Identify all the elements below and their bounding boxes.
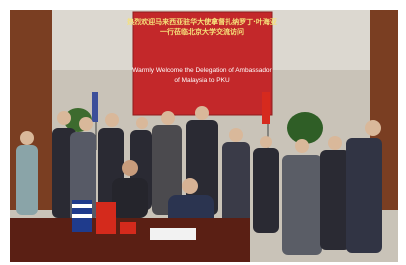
banner-title: 一行莅临北京大学交流访问	[160, 27, 244, 36]
plant	[287, 112, 323, 144]
seated-person	[112, 178, 148, 218]
seated-person-head	[182, 178, 198, 194]
desk-flag-stripe	[72, 214, 92, 218]
nameplate	[120, 222, 136, 234]
page: {"banner": { "title_lines": ["热烈欢迎马来西亚驻华…	[0, 0, 406, 265]
desk-flag-stripe	[72, 204, 92, 208]
flag	[92, 92, 98, 122]
flag	[262, 92, 270, 124]
banner-title: 热烈欢迎马来西亚驻华大使拿督扎纳罗丁·叶海亚	[127, 17, 277, 26]
seated-person-head	[122, 160, 138, 176]
document	[150, 228, 196, 240]
photo: 热烈欢迎马来西亚驻华大使拿督扎纳罗丁·叶海亚 一行莅临北京大学交流访问 Warm…	[0, 0, 406, 265]
banner-english: Warmly Welcome the Delegation of Ambassa…	[132, 67, 272, 74]
banner-english: of Malaysia to PKU	[174, 77, 230, 84]
desk-flag	[96, 202, 116, 234]
